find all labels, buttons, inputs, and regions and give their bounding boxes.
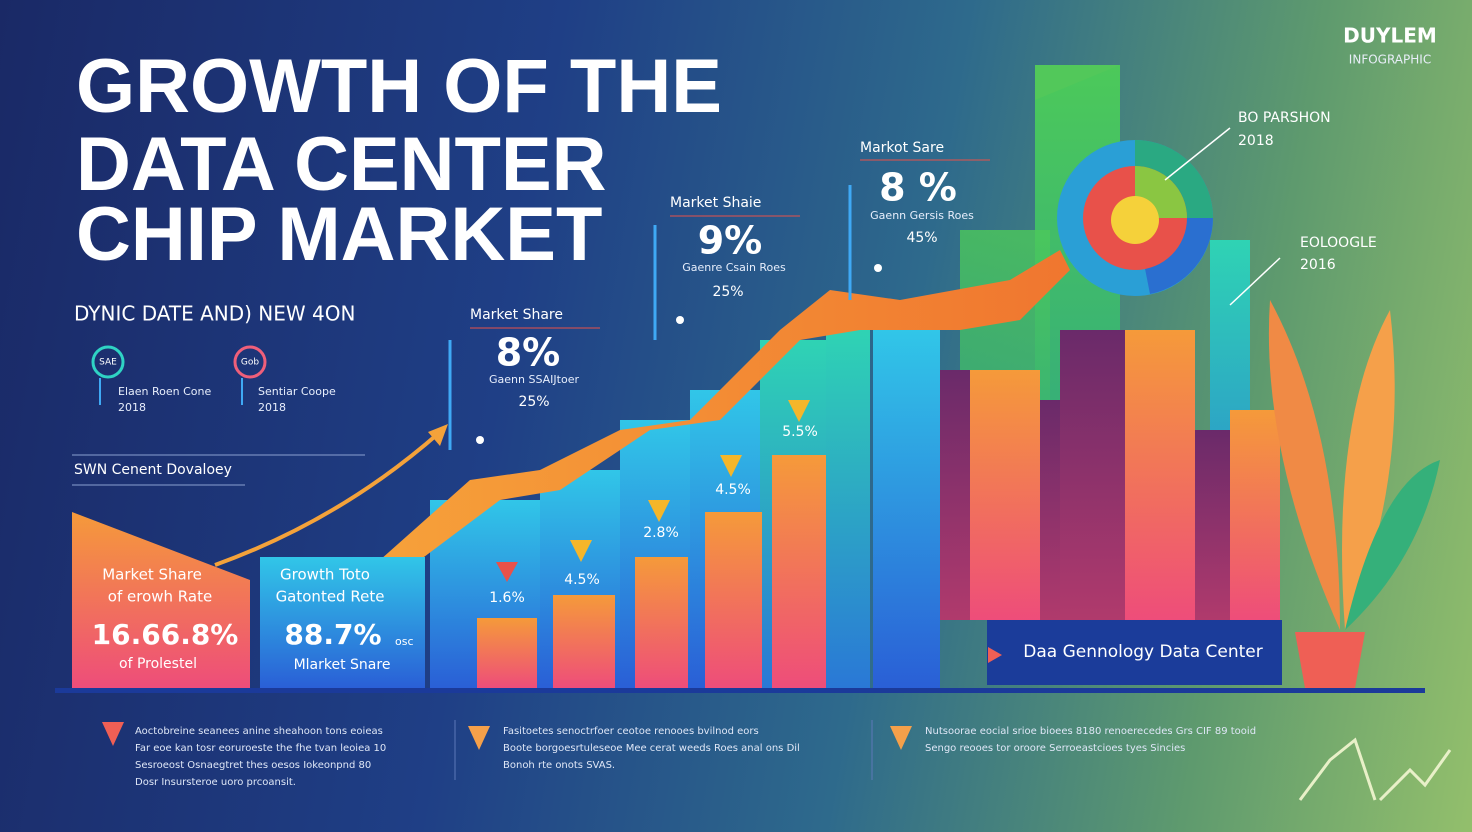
side-note-title: BO PARSHON — [1238, 110, 1331, 126]
leader-line — [1164, 127, 1231, 181]
brand-subtitle: INFOGRAPHIC — [1349, 53, 1431, 67]
footer-line: Aoctobreine seanees anine sheahoon tons … — [135, 726, 383, 737]
arrow-head — [428, 424, 448, 446]
marker — [570, 540, 592, 562]
column — [1035, 65, 1120, 100]
side-note-title: EOLOOGLE — [1300, 235, 1377, 251]
title-line: DATA CENTER — [76, 122, 607, 207]
footer-marker — [102, 722, 124, 746]
callout-title: Markot Sare — [860, 140, 944, 156]
side-note-year: 2016 — [1300, 257, 1336, 273]
pot — [1295, 632, 1365, 688]
callout-value: 9% — [698, 219, 763, 263]
footer-line: Boote borgoesrtuleseoe Mee cerat weeds R… — [503, 743, 800, 754]
bar — [553, 595, 615, 688]
footer-line: Sengo reooes tor oroore Serroeastcioes t… — [925, 743, 1185, 754]
leaf — [1268, 300, 1340, 630]
box-foot: Mlarket Snare — [294, 657, 391, 673]
footer-line: Far eoe kan tosr eoruroeste the fhe tvan… — [135, 743, 386, 754]
icon-badge: Gob — [241, 358, 259, 368]
bar-label: 2.8% — [643, 525, 679, 541]
callout-value: 8 % — [879, 166, 957, 210]
growth-box — [260, 557, 425, 688]
box-tail: osc — [395, 635, 414, 648]
column — [826, 330, 870, 688]
marker — [496, 562, 518, 582]
marker — [648, 500, 670, 522]
callout-title: Market Shaie — [670, 195, 761, 211]
banner-text: Daa Gennology Data Center — [1023, 642, 1263, 662]
bar — [705, 512, 762, 688]
footer-line: Fasitoetes senoctrfoer ceotoe renooes bv… — [503, 726, 759, 737]
callout-caption: Gaenre Csain Roes — [682, 261, 786, 274]
banner — [987, 620, 1282, 685]
icon-label: Sentiar Coope — [258, 385, 336, 398]
building — [1060, 330, 1125, 620]
baseline — [55, 688, 1425, 693]
building — [940, 370, 970, 620]
arrow — [214, 430, 442, 567]
callout-caption: Gaenn Gersis Roes — [870, 209, 974, 222]
box-line: Market Share — [102, 566, 202, 584]
callout-title: Market Share — [470, 307, 563, 323]
footer-line: Nutsoorae eocial srioe bioees 8180 renoe… — [925, 726, 1256, 737]
footer: Aoctobreine seanees anine sheahoon tons … — [135, 726, 1256, 788]
icon-label: Elaen Roen Cone — [118, 385, 211, 398]
marker — [720, 455, 742, 477]
box-line: Growth Toto — [280, 566, 370, 584]
banner-arrow — [988, 647, 1002, 663]
marker — [788, 400, 810, 422]
bar — [635, 557, 688, 688]
building — [970, 370, 1040, 620]
side-note-year: 2018 — [1238, 133, 1274, 149]
footer-icon — [1298, 737, 1452, 802]
bar-label: 4.5% — [564, 572, 600, 588]
subtitle: DYNIC DATE AND) NEW 4ON — [74, 302, 355, 326]
icon-ring — [233, 345, 267, 379]
box-value: 16.66.8% — [92, 618, 239, 651]
bar-label: 5.5% — [782, 424, 818, 440]
box-line: Gatonted Rete — [276, 588, 385, 606]
footer-line: Dosr Insursteroe uoro prcoansit. — [135, 777, 296, 788]
footer-line: Sesroeost Osnaegtret thes oesos Iokeonpn… — [135, 760, 371, 771]
icon-badge: SAE — [99, 358, 117, 368]
callout-sub: 25% — [518, 394, 549, 410]
building — [1125, 330, 1195, 620]
callout-sub: 45% — [906, 230, 937, 246]
dot — [676, 316, 684, 324]
icon-value: 2018 — [258, 401, 286, 414]
section-label: SWN Cenent Dovaloey — [74, 462, 232, 478]
bar — [772, 455, 826, 688]
box-value: 88.7% — [284, 618, 381, 651]
icon-value: 2018 — [118, 401, 146, 414]
title-line: CHIP MARKET — [76, 192, 602, 277]
brand-name: DUYLEM — [1343, 24, 1437, 48]
box-line: of erowh Rate — [108, 588, 212, 606]
leaf — [1345, 460, 1440, 630]
building — [1230, 410, 1280, 620]
icon-ring — [91, 345, 125, 379]
bar-label: 4.5% — [715, 482, 751, 498]
building — [1195, 430, 1230, 620]
footer-line: Bonoh rte onots SVAS. — [503, 760, 615, 771]
callout-sub: 25% — [712, 284, 743, 300]
growth-swoosh — [380, 250, 1070, 560]
footer-marker — [468, 726, 490, 750]
leaf — [1342, 310, 1395, 630]
column — [873, 330, 940, 688]
bar — [477, 618, 537, 688]
dot — [476, 436, 484, 444]
leader-line — [1229, 257, 1281, 306]
share-box — [72, 512, 250, 688]
dot — [874, 264, 882, 272]
callout-value: 8% — [496, 331, 561, 375]
callout-caption: Gaenn SSAIJtoer — [489, 373, 579, 386]
title-line: GROWTH OF THE — [76, 44, 722, 129]
box-foot: of Prolestel — [119, 656, 197, 672]
bar-label: 1.6% — [489, 590, 525, 606]
donut-center — [1111, 196, 1159, 244]
footer-marker — [890, 726, 912, 750]
